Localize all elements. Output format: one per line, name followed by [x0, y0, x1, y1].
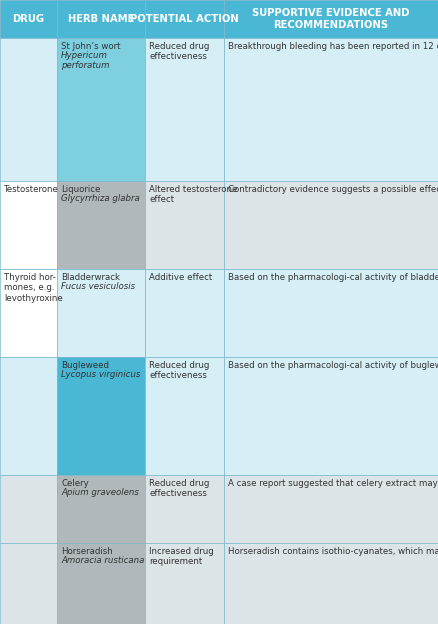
Bar: [0, 38, 57, 181]
Bar: [224, 269, 438, 357]
Text: Additive effect: Additive effect: [149, 273, 212, 282]
Text: Hypericum
perforatum: Hypericum perforatum: [61, 51, 110, 70]
Text: Reduced drug
effectiveness: Reduced drug effectiveness: [149, 361, 209, 381]
Text: A case report suggested that celery extract may reduce drug effects.¹ Interactio: A case report suggested that celery extr…: [228, 479, 438, 488]
Bar: [0, 475, 57, 543]
Bar: [57, 475, 145, 543]
Bar: [224, 475, 438, 543]
Bar: [0, 357, 57, 475]
Text: POTENTIAL ACTION: POTENTIAL ACTION: [130, 14, 239, 24]
Bar: [0, 269, 57, 357]
Bar: [145, 543, 224, 624]
Bar: [145, 475, 224, 543]
Bar: [224, 38, 438, 181]
Bar: [145, 181, 224, 269]
Text: Celery: Celery: [61, 479, 89, 488]
Text: Based on the pharmacologi-cal activity of bugleweed, the potential to interact w: Based on the pharmacologi-cal activity o…: [228, 361, 438, 370]
Bar: [224, 357, 438, 475]
Bar: [224, 543, 438, 624]
Text: DRUG: DRUG: [12, 14, 45, 24]
Text: Lycopus virginicus: Lycopus virginicus: [61, 369, 140, 379]
Bar: [145, 269, 224, 357]
Text: Contradictory evidence suggests a possible effect on testosterone levels. Monito: Contradictory evidence suggests a possib…: [228, 185, 438, 194]
Bar: [0, 543, 57, 624]
Text: HERB NAME: HERB NAME: [68, 14, 134, 24]
Bar: [145, 357, 224, 475]
Bar: [0, 0, 57, 38]
Text: Increased drug
requirement: Increased drug requirement: [149, 547, 214, 567]
Bar: [0, 181, 57, 269]
Bar: [57, 38, 145, 181]
Bar: [57, 543, 145, 624]
Text: Bladderwrack: Bladderwrack: [61, 273, 120, 282]
Text: Breakthrough bleeding has been reported in 12 cases; this is sug-gestive of redu: Breakthrough bleeding has been reported …: [228, 42, 438, 51]
Text: Amoracia rusticana: Amoracia rusticana: [61, 555, 145, 565]
Text: Liquorice: Liquorice: [61, 185, 100, 194]
Text: Fucus vesiculosis: Fucus vesiculosis: [61, 281, 135, 291]
Text: Based on the pharmacologi-cal activity of bladderwrack, the potential to interac: Based on the pharmacologi-cal activity o…: [228, 273, 438, 282]
Bar: [57, 269, 145, 357]
Bar: [224, 181, 438, 269]
Bar: [57, 0, 145, 38]
Bar: [145, 0, 224, 38]
Text: Bugleweed: Bugleweed: [61, 361, 109, 370]
Text: Altered testosterone
effect: Altered testosterone effect: [149, 185, 237, 205]
Text: Horseradish: Horseradish: [61, 547, 113, 556]
Text: Reduced drug
effectiveness: Reduced drug effectiveness: [149, 479, 209, 499]
Text: SUPPORTIVE EVIDENCE AND
RECOMMENDATIONS: SUPPORTIVE EVIDENCE AND RECOMMENDATIONS: [252, 8, 410, 30]
Bar: [57, 357, 145, 475]
Text: Reduced drug
effectiveness: Reduced drug effectiveness: [149, 42, 209, 61]
Text: Horseradish contains isothio-cyanates, which may inhibit thyroxine formation and: Horseradish contains isothio-cyanates, w…: [228, 547, 438, 556]
Text: Testosterone: Testosterone: [4, 185, 59, 194]
Text: Thyroid hor-
mones, e.g.
levothyroxine: Thyroid hor- mones, e.g. levothyroxine: [4, 273, 63, 303]
Bar: [57, 181, 145, 269]
Text: Apium graveolens: Apium graveolens: [61, 487, 139, 497]
Text: Glycyrrhiza glabra: Glycyrrhiza glabra: [61, 193, 140, 203]
Text: St John’s wort: St John’s wort: [61, 42, 120, 51]
Bar: [145, 38, 224, 181]
Bar: [224, 0, 438, 38]
